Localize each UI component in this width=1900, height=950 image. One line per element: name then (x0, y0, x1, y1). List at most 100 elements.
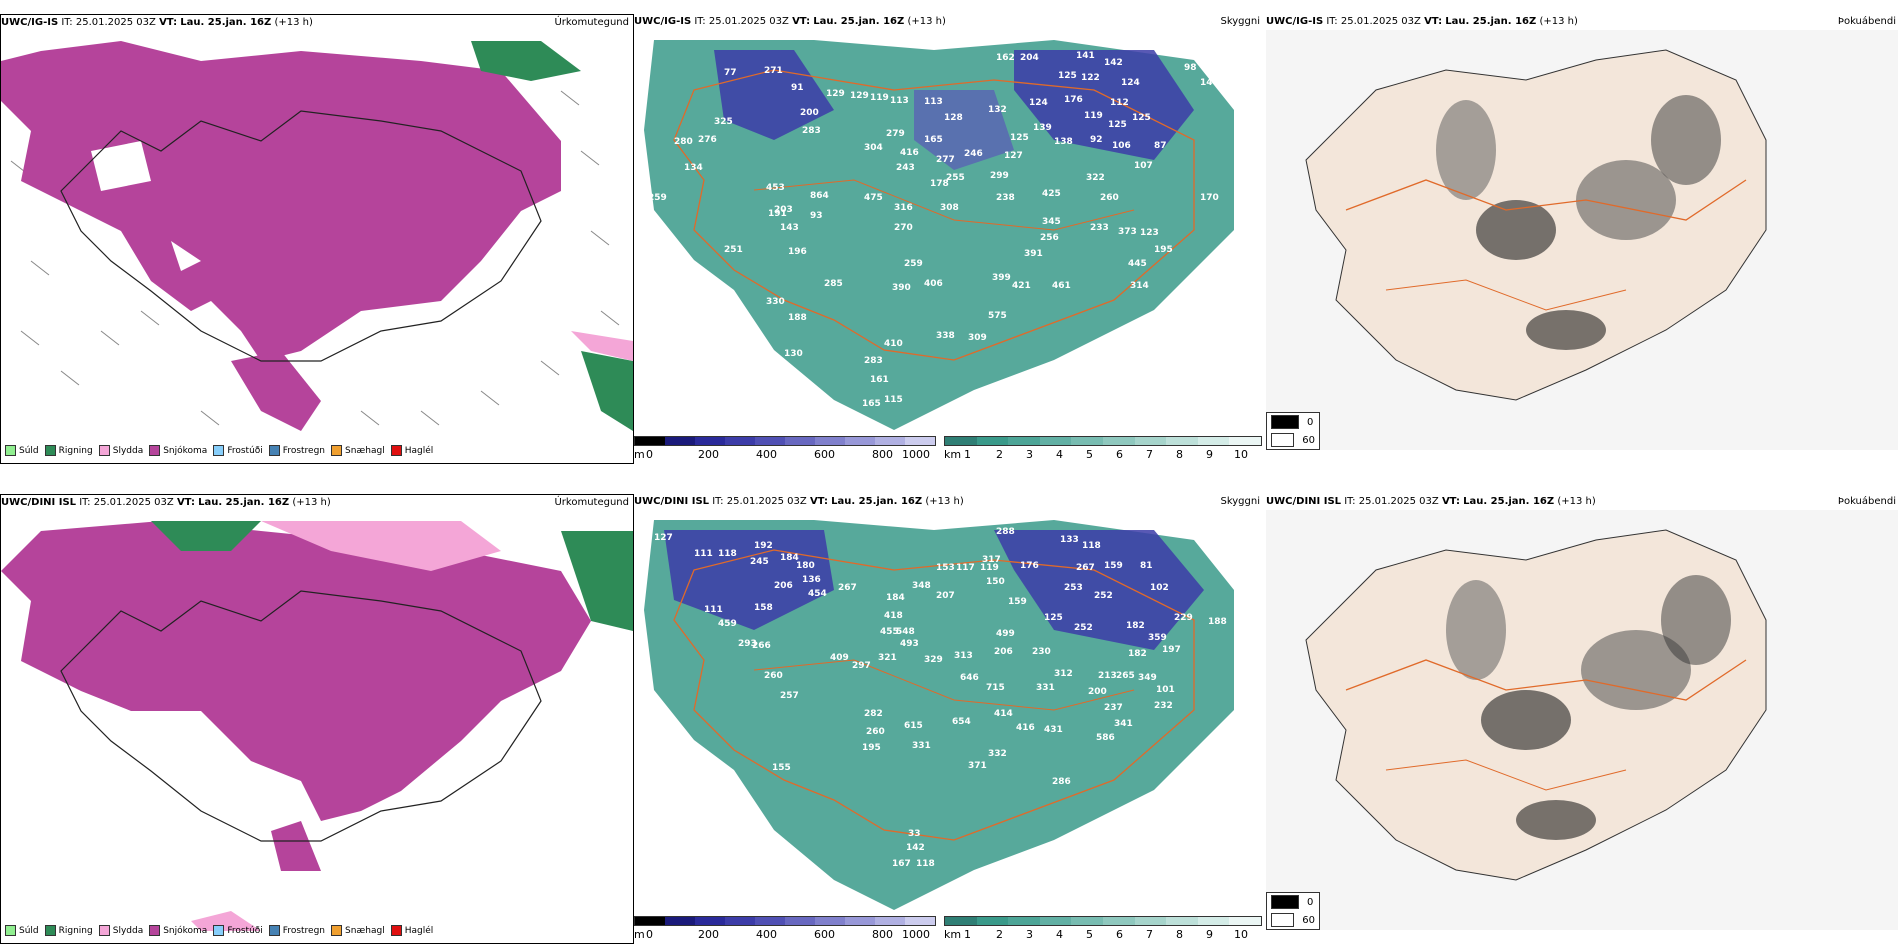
vis-value-label: 409 (830, 653, 849, 663)
fog-legend-min: 0 (1307, 896, 1314, 908)
vis-km-tick: 6 (1116, 928, 1123, 941)
vis-m-bar (634, 916, 936, 926)
vis-value-label: 414 (994, 709, 1013, 719)
vis-value-label: 102 (1150, 583, 1169, 593)
vis-value-label: 139 (1033, 123, 1052, 133)
vis-value-label: 345 (1042, 217, 1061, 227)
vis-value-label: 113 (924, 97, 943, 107)
vis-km-tick: 6 (1116, 448, 1123, 461)
vis-value-label: 267 (838, 583, 857, 593)
vis-value-label: 260 (1100, 193, 1119, 203)
vis-value-label: 130 (784, 349, 803, 359)
vis-value-label: 245 (750, 557, 769, 567)
vis-value-label: 864 (810, 191, 829, 201)
vis-km-tick: 1 (964, 448, 971, 461)
vis-value-label: 153 (936, 563, 955, 573)
vis-m-tick: 600 (814, 448, 835, 461)
vis-value-label: 331 (912, 741, 931, 751)
vis-value-label: 425 (1042, 189, 1061, 199)
vis-value-label: 118 (718, 549, 737, 559)
vis-value-label: 390 (892, 283, 911, 293)
precip-panel-type-title: Úrkomutegund (554, 497, 629, 508)
vis-value-label: 125 (1132, 113, 1151, 123)
vis-km-bar (944, 436, 1262, 446)
vis-value-label: 136 (802, 575, 821, 585)
vis-value-label: 141 (1076, 51, 1095, 61)
vis-value-label: 359 (1148, 633, 1167, 643)
vis-value-label: 125 (1010, 133, 1029, 143)
vis-value-label: 111 (704, 605, 723, 615)
vis-value-label: 277 (936, 155, 955, 165)
vis-km-tick: 4 (1056, 928, 1063, 941)
vis-value-label: 206 (774, 581, 793, 591)
visibility-colorbar: m 0 200 400 600 800 1000 km 1 2 3 4 5 6 … (634, 436, 1264, 462)
vis-value-label: 188 (788, 313, 807, 323)
vis-value-label: 101 (1156, 685, 1175, 695)
vis-value-label: 431 (1044, 725, 1063, 735)
vis-value-label: 313 (954, 651, 973, 661)
vis-value-label: 98 (1184, 63, 1197, 73)
vis-value-label: 391 (1024, 249, 1043, 259)
vis-value-label: 107 (1134, 161, 1153, 171)
vis-value-label: 293 (738, 639, 757, 649)
vis-value-label: 265 (1116, 671, 1135, 681)
vis-km-tick: 8 (1176, 448, 1183, 461)
vis-km-unit: km (944, 448, 962, 461)
vis-value-label: 204 (1020, 53, 1039, 63)
vis-value-label: 329 (924, 655, 943, 665)
fog-panel-title: UWC/DINI ISL IT: 25.01.2025 03Z VT: Lau.… (1266, 496, 1596, 507)
vis-value-label: 142 (1104, 58, 1123, 68)
vis-m-tick: 200 (698, 928, 719, 941)
visibility-panel-bottom: UWC/DINI ISL IT: 25.01.2025 03Z VT: Lau.… (634, 494, 1264, 942)
fog-panel-top: UWC/IG-IS IT: 25.01.2025 03Z VT: Lau. 25… (1266, 14, 1898, 462)
vis-value-label: 200 (800, 108, 819, 118)
fog-map (1266, 510, 1898, 930)
vis-value-label: 178 (930, 179, 949, 189)
vis-value-label: 252 (1074, 623, 1093, 633)
vis-value-label: 256 (1040, 233, 1059, 243)
vis-m-tick: 400 (756, 448, 777, 461)
vis-m-tick: 1000 (902, 448, 930, 461)
vis-value-label: 165 (924, 135, 943, 145)
vis-value-label: 91 (791, 83, 804, 93)
vis-value-label: 266 (752, 641, 771, 651)
vis-value-label: 283 (864, 356, 883, 366)
vis-value-label: 146 (1200, 78, 1219, 88)
vis-value-label: 150 (986, 577, 1005, 587)
vis-value-label: 176 (1020, 561, 1039, 571)
vis-panel-title: UWC/IG-IS IT: 25.01.2025 03Z VT: Lau. 25… (634, 16, 946, 27)
vis-value-label: 134 (684, 163, 703, 173)
vis-value-label: 127 (1004, 151, 1023, 161)
vis-value-label: 182 (1126, 621, 1145, 631)
precip-type-panel-top: UWC/IG-IS IT: 25.01.2025 03Z VT: Lau. 25… (0, 14, 634, 464)
vis-value-label: 93 (810, 211, 823, 221)
vis-value-label: 312 (1054, 669, 1073, 679)
vis-value-label: 341 (1114, 719, 1133, 729)
vis-value-label: 421 (1012, 281, 1031, 291)
vis-m-tick: 1000 (902, 928, 930, 941)
vis-value-label: 132 (988, 105, 1007, 115)
vis-value-label: 271 (764, 66, 783, 76)
vis-km-tick: 3 (1026, 928, 1033, 941)
precip-legend: Súld Rigning Slydda Snjókoma Frostúði Fr… (5, 445, 433, 456)
vis-value-label: 453 (766, 183, 785, 193)
vis-value-label: 299 (1232, 253, 1251, 263)
vis-km-tick: 8 (1176, 928, 1183, 941)
vis-value-label: 548 (896, 627, 915, 637)
vis-value-label: 117 (956, 563, 975, 573)
vis-value-label: 124 (1029, 98, 1048, 108)
vis-value-label: 253 (1064, 583, 1083, 593)
vis-value-label: 127 (654, 533, 673, 543)
vis-value-label: 410 (884, 339, 903, 349)
vis-km-tick: 3 (1026, 448, 1033, 461)
vis-m-tick: 0 (646, 448, 653, 461)
vis-m-tick: 800 (872, 448, 893, 461)
vis-value-label: 455 (880, 627, 899, 637)
vis-value-label: 304 (864, 143, 883, 153)
fog-panel-type-title: Þokuábendi (1837, 496, 1896, 507)
vis-value-label: 373 (1118, 227, 1137, 237)
vis-value-label: 270 (894, 223, 913, 233)
vis-value-label: 348 (912, 581, 931, 591)
vis-value-label: 119 (980, 563, 999, 573)
vis-value-label: 159 (1104, 561, 1123, 571)
